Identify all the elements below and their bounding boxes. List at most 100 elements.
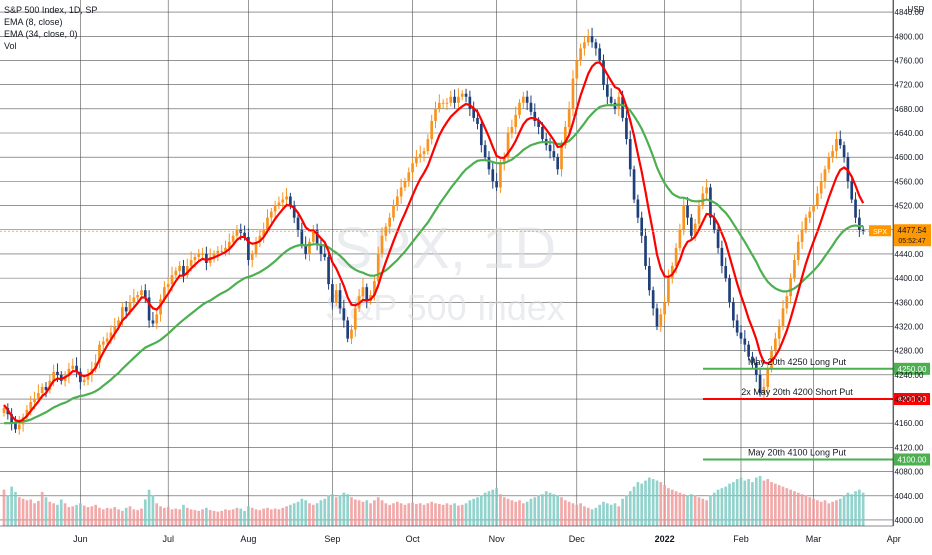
volume-bar	[762, 480, 766, 526]
candle-body	[197, 253, 201, 257]
candle-body	[449, 96, 453, 103]
y-tick-label: 4120.00	[895, 443, 924, 452]
candle-body	[403, 181, 407, 188]
price-symbol-bg	[869, 225, 891, 237]
volume-bar	[380, 500, 384, 526]
volume-bar	[300, 498, 304, 526]
candle-body	[430, 120, 434, 140]
candle-body	[823, 169, 827, 182]
y-tick-label: 4320.00	[895, 322, 924, 331]
volume-bar	[728, 483, 731, 526]
candle-body	[594, 42, 598, 49]
volume-bars	[2, 476, 865, 526]
x-tick-label: Feb	[733, 534, 749, 544]
candle-body	[774, 338, 777, 351]
candle-body	[510, 126, 514, 134]
volume-bar	[247, 506, 250, 526]
volume-bar	[376, 497, 380, 526]
volume-bar	[319, 500, 323, 526]
volume-bar	[6, 495, 10, 526]
volume-bar	[598, 504, 602, 526]
volume-bar	[227, 510, 231, 526]
candle-body	[350, 329, 353, 339]
volume-bar	[346, 494, 350, 526]
volume-bar	[464, 503, 468, 526]
candle-body	[373, 281, 376, 296]
volume-bar	[747, 479, 750, 526]
candle-body	[655, 308, 659, 327]
volume-bar	[644, 480, 647, 526]
volume-bar	[709, 495, 712, 526]
volume-bar	[743, 480, 747, 526]
y-tick-label: 4240.00	[895, 371, 924, 380]
candle-body	[292, 205, 296, 218]
ema-fast-line	[3, 61, 865, 423]
candle-body	[709, 187, 712, 218]
candle-body	[14, 423, 17, 430]
volume-bar	[350, 497, 353, 526]
volume-bar	[521, 503, 525, 526]
volume-bar	[621, 498, 624, 526]
y-tick-label: 4200.00	[895, 395, 924, 404]
candle-body	[71, 365, 75, 369]
volume-bar	[716, 489, 720, 526]
legend-ema-slow[interactable]: EMA (34, close, 0)	[4, 29, 78, 39]
volume-bar	[426, 503, 430, 526]
candle-body	[621, 96, 624, 118]
y-tick-label: 4800.00	[895, 32, 924, 41]
volume-bar	[476, 497, 479, 526]
legend-ema-fast[interactable]: EMA (8, close)	[4, 17, 63, 27]
y-tick-label: 4760.00	[895, 56, 924, 65]
candle-body	[422, 151, 426, 155]
candle-body	[434, 108, 437, 121]
candle-body	[552, 151, 556, 158]
legend-vol[interactable]: Vol	[4, 41, 17, 51]
volume-bar	[59, 499, 63, 526]
volume-bar	[170, 509, 174, 526]
volume-bar	[720, 488, 724, 526]
level-tag: 4200.00	[898, 395, 927, 404]
volume-bar	[357, 500, 361, 526]
candle-body	[747, 344, 750, 357]
candle-body	[605, 84, 609, 97]
volume-bar	[816, 500, 819, 526]
volume-bar	[609, 504, 613, 526]
volume-bar	[632, 486, 636, 526]
volume-bar	[491, 489, 495, 526]
candle-body	[827, 157, 831, 170]
volume-bar	[94, 504, 97, 526]
candle-body	[166, 284, 170, 288]
candle-body	[838, 139, 842, 146]
legend-title[interactable]: S&P 500 Index, 1D, SP	[4, 5, 98, 15]
candle-body	[556, 157, 560, 170]
candle-body	[250, 253, 254, 260]
volume-bar	[289, 504, 292, 526]
volume-bar	[166, 507, 170, 526]
candle-body	[220, 250, 223, 252]
volume-bar	[766, 479, 770, 526]
candle-body	[266, 217, 269, 230]
volume-bar	[510, 500, 514, 526]
candle-body	[812, 205, 815, 212]
candle-body	[640, 217, 644, 236]
volume-bar	[159, 506, 162, 526]
candle-body	[728, 278, 731, 303]
volume-bar	[243, 510, 246, 526]
candle-body	[732, 302, 735, 321]
candle-body	[132, 297, 136, 303]
level-label: May 20th 4100 Long Put	[748, 447, 847, 457]
candle-body	[529, 102, 533, 112]
volume-bar	[605, 503, 609, 526]
volume-bar	[182, 504, 185, 526]
volume-bar	[502, 497, 506, 526]
volume-bar	[392, 503, 395, 526]
candle-body	[338, 290, 342, 309]
volume-bar	[151, 495, 155, 526]
candle-body	[701, 193, 705, 206]
ema-lines	[3, 61, 865, 425]
volume-bar	[224, 509, 227, 526]
candle-body	[10, 414, 13, 424]
candle-body	[411, 163, 414, 173]
volume-bar	[640, 483, 644, 526]
